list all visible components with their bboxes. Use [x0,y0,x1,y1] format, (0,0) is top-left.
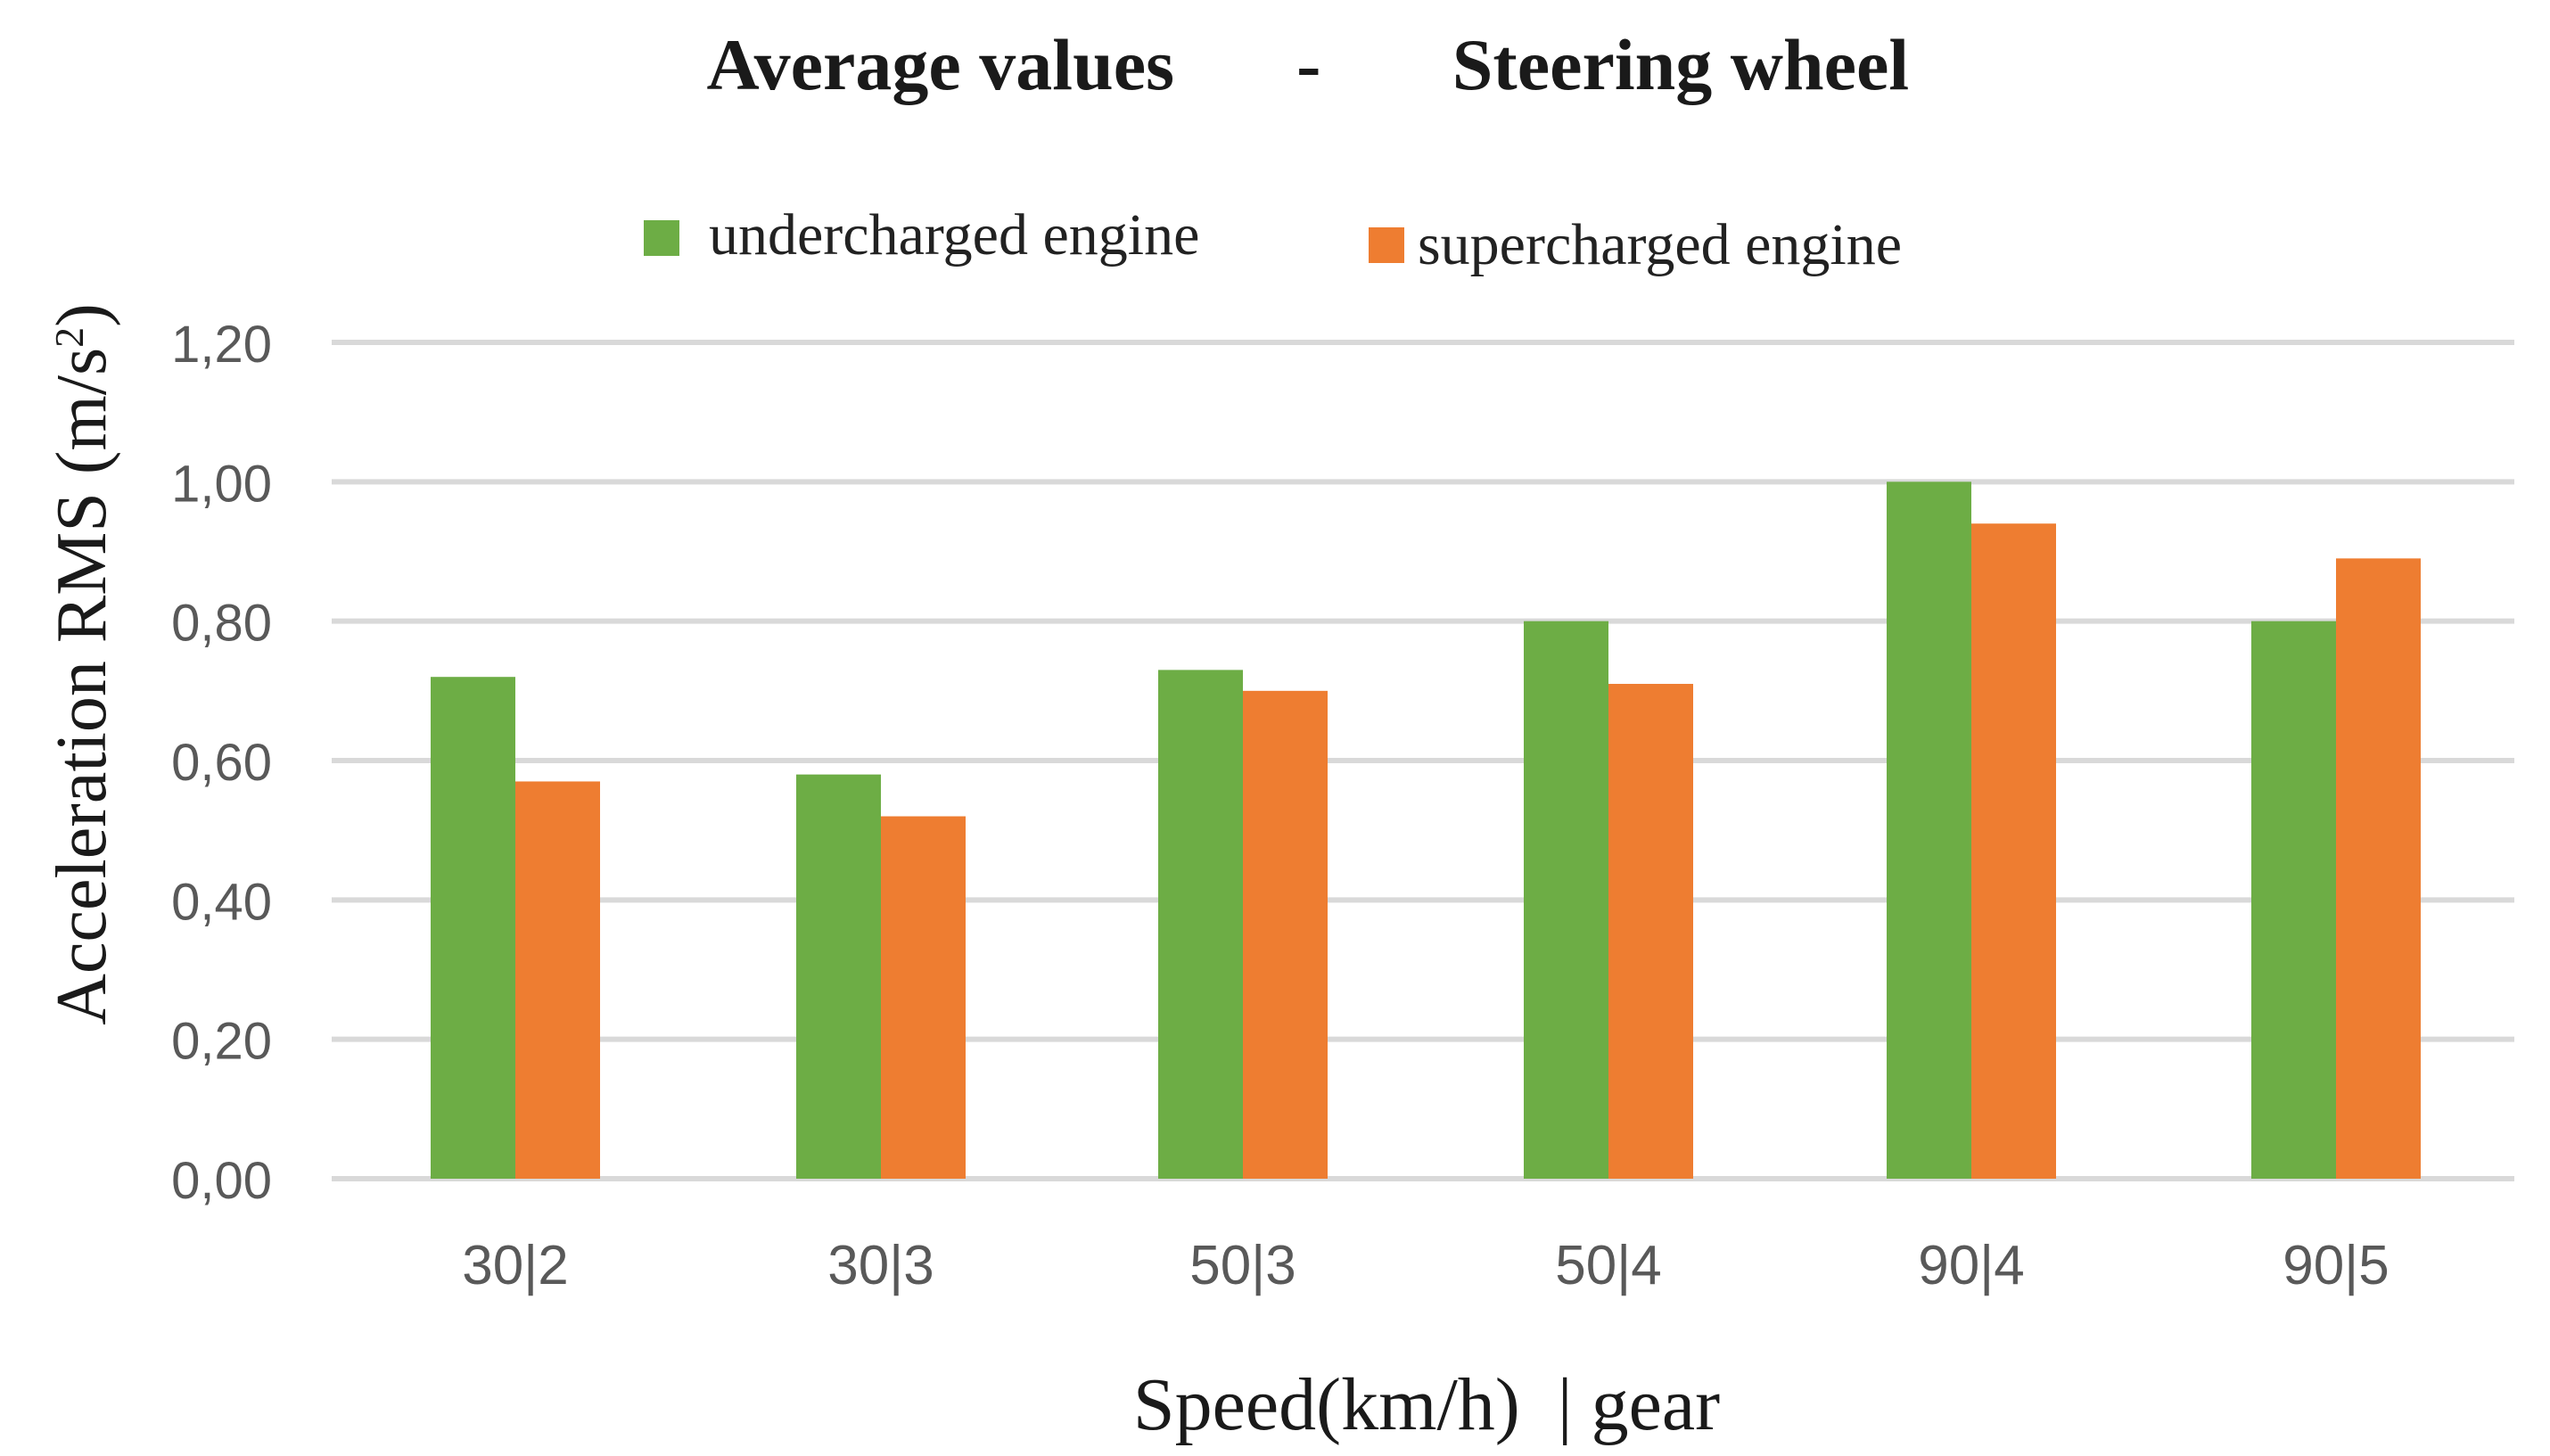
x-tick-label: 30|2 [462,1235,569,1296]
x-tick-label: 50|3 [1189,1235,1296,1296]
legend-swatch-supercharged [1369,227,1404,263]
bars [431,481,2421,1179]
gridlines [332,340,2514,1181]
y-tick-label: 1,20 [171,316,272,374]
y-tick-label: 0,60 [171,734,272,792]
bar-undercharged-90-5 [2251,621,2336,1179]
bar-undercharged-50-3 [1158,670,1243,1179]
y-tick-labels: 0,00 0,20 0,40 0,60 0,80 1,00 1,20 [171,316,272,1210]
bar-supercharged-90-5 [2336,558,2421,1179]
x-tick-labels: 30|2 30|3 50|3 50|4 90|4 90|5 [462,1235,2390,1296]
y-axis-label-sup: 2 [46,327,92,348]
chart-title-separator: - [1296,24,1320,105]
bar-undercharged-90-4 [1887,481,1971,1179]
bar-supercharged-50-3 [1243,690,1328,1179]
y-tick-label: 0,40 [171,873,272,931]
chart-title: Average values - Steering wheel [706,24,1909,105]
y-tick-label: 0,00 [171,1152,272,1210]
y-axis-label: Acceleration RMS (m/s2) [43,303,121,1024]
y-axis-label-close: ) [43,303,121,327]
x-tick-label: 50|4 [1555,1235,1662,1296]
bar-supercharged-30-2 [515,781,600,1179]
x-tick-label: 30|3 [827,1235,934,1296]
chart-title-part2: Steering wheel [1452,24,1909,105]
x-tick-label: 90|4 [1918,1235,2025,1296]
y-axis-label-main: Acceleration RMS (m/s [43,348,121,1025]
legend: undercharged engine supercharged engine [644,202,1902,277]
bar-supercharged-50-4 [1608,684,1693,1179]
x-tick-label: 90|5 [2283,1235,2390,1296]
y-tick-label: 0,80 [171,595,272,653]
chart-title-part1: Average values [706,24,1174,105]
bar-supercharged-30-3 [881,816,966,1179]
x-axis-label: Speed(km/h) | gear [1133,1363,1720,1446]
y-tick-label: 1,00 [171,455,272,513]
legend-swatch-undercharged [644,220,679,256]
bar-undercharged-50-4 [1524,621,1608,1179]
bar-undercharged-30-2 [431,677,515,1179]
bar-undercharged-30-3 [796,774,881,1179]
legend-label-undercharged: undercharged engine [709,202,1199,267]
bar-supercharged-90-4 [1971,523,2056,1179]
y-tick-label: 0,20 [171,1013,272,1071]
legend-label-supercharged: supercharged engine [1418,212,1902,277]
